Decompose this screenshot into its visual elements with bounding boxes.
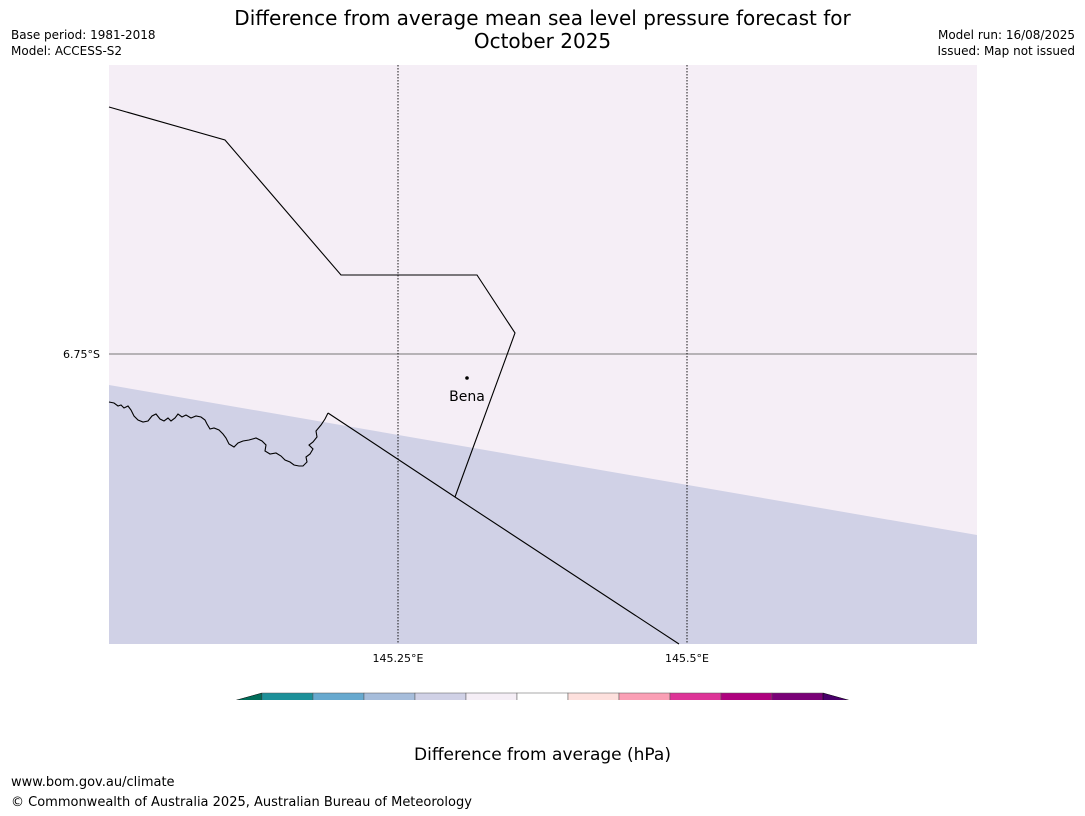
colorbar-extend-high <box>822 692 850 700</box>
colorbar-segment <box>261 692 314 700</box>
base-period-text: Base period: 1981-2018 <box>11 28 156 42</box>
map-figure: Bena 6.75°S 145.25°E 145.5°E -4-3-2-1.5-… <box>63 65 977 700</box>
model-run-text: Model run: 16/08/2025 <box>937 28 1075 42</box>
colorbar-segment <box>465 692 518 700</box>
colorbar-label: Difference from average (hPa) <box>414 745 671 765</box>
longitude-label: 145.25°E <box>373 652 424 665</box>
colorbar-extend-low <box>235 692 263 700</box>
footer-url: www.bom.gov.au/climate <box>11 775 175 790</box>
colorbar-segment <box>720 692 773 700</box>
town-marker <box>465 376 469 380</box>
colorbar-segment <box>567 692 620 700</box>
issued-text: Issued: Map not issued <box>937 44 1075 58</box>
town-label-bena: Bena <box>449 389 485 405</box>
boundary-line <box>327 412 680 645</box>
latitude-label: 6.75°S <box>63 348 100 361</box>
map-title: Difference from average mean sea level p… <box>180 7 905 53</box>
footer-copyright: © Commonwealth of Australia 2025, Austra… <box>11 795 472 810</box>
colorbar-segment <box>618 692 671 700</box>
colorbar-segment <box>516 692 569 700</box>
boundary-line <box>108 106 516 498</box>
colorbar-segment <box>414 692 467 700</box>
colorbar: -4-3-2-1.5-1-0.50.511.5234 <box>235 692 850 700</box>
map-fill-lower <box>109 385 977 644</box>
model-text: Model: ACCESS-S2 <box>11 44 123 58</box>
title-line-2: October 2025 <box>473 29 612 53</box>
coastline <box>108 401 329 467</box>
title-line-1: Difference from average mean sea level p… <box>234 6 851 30</box>
colorbar-segment <box>771 692 824 700</box>
colorbar-segment <box>363 692 416 700</box>
colorbar-segment <box>669 692 722 700</box>
colorbar-segment <box>312 692 365 700</box>
longitude-label: 145.5°E <box>665 652 709 665</box>
